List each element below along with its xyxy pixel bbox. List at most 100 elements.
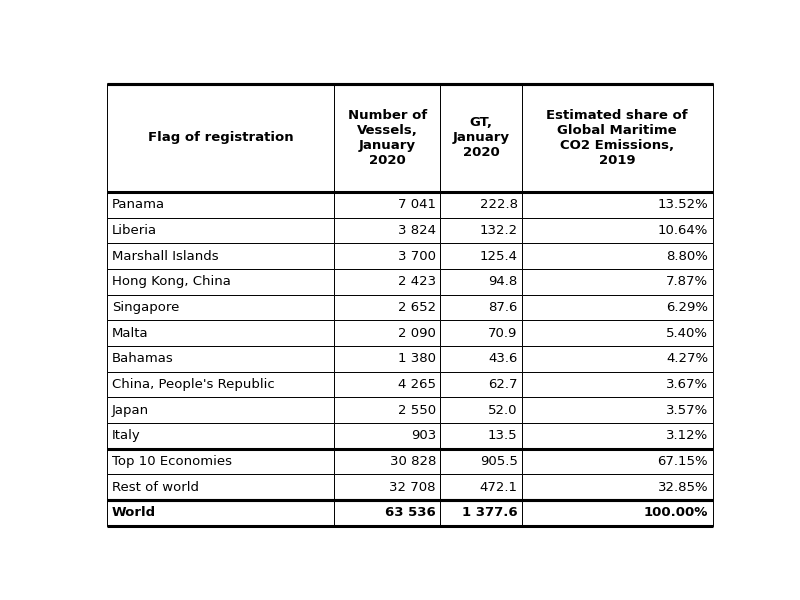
Bar [440,449,522,475]
Bar [522,449,713,475]
Bar [334,500,440,526]
Text: 32 708: 32 708 [390,481,436,494]
Bar [334,243,440,269]
Bar [522,295,713,320]
Bar [440,320,522,346]
Text: GT,
January
2020: GT, January 2020 [453,116,510,159]
Bar [440,475,522,500]
Bar [522,346,713,371]
Text: 6.29%: 6.29% [666,301,708,314]
Bar [107,371,334,397]
Bar [334,295,440,320]
Bar [522,397,713,423]
Text: 7 041: 7 041 [398,198,436,211]
Bar [440,423,522,449]
Text: 5.40%: 5.40% [666,326,708,340]
Bar [334,371,440,397]
Bar [522,371,713,397]
Bar [107,423,334,449]
Text: 2 090: 2 090 [398,326,436,340]
Bar [440,397,522,423]
Text: China, People's Republic: China, People's Republic [112,378,274,391]
Text: Bahamas: Bahamas [112,352,174,365]
Bar [334,397,440,423]
Text: 62.7: 62.7 [488,378,518,391]
Bar [522,218,713,243]
Text: Japan: Japan [112,404,149,416]
Text: 52.0: 52.0 [488,404,518,416]
Bar [440,500,522,526]
Bar [440,83,522,192]
Text: 70.9: 70.9 [488,326,518,340]
Text: 3 700: 3 700 [398,250,436,263]
Bar [440,192,522,218]
Bar [440,295,522,320]
Bar [522,192,713,218]
Bar [440,346,522,371]
Text: Flag of registration: Flag of registration [148,131,294,144]
Bar [107,218,334,243]
Bar [334,269,440,295]
Text: 222.8: 222.8 [480,198,518,211]
Text: Malta: Malta [112,326,149,340]
Text: 8.80%: 8.80% [666,250,708,263]
Bar [440,218,522,243]
Bar [107,320,334,346]
Bar [334,320,440,346]
Bar [107,475,334,500]
Text: 13.52%: 13.52% [658,198,708,211]
Text: 3.12%: 3.12% [666,430,708,442]
Text: Estimated share of
Global Maritime
CO2 Emissions,
2019: Estimated share of Global Maritime CO2 E… [546,109,688,167]
Text: Panama: Panama [112,198,165,211]
Bar [107,397,334,423]
Text: 1 377.6: 1 377.6 [462,506,518,520]
Text: 2 423: 2 423 [398,275,436,288]
Text: World: World [112,506,156,520]
Bar [522,423,713,449]
Text: 43.6: 43.6 [488,352,518,365]
Text: 472.1: 472.1 [480,481,518,494]
Text: 94.8: 94.8 [488,275,518,288]
Bar [334,192,440,218]
Bar [522,243,713,269]
Text: 2 652: 2 652 [398,301,436,314]
Text: 4.27%: 4.27% [666,352,708,365]
Text: 13.5: 13.5 [488,430,518,442]
Text: 10.64%: 10.64% [658,224,708,237]
Bar [522,500,713,526]
Bar [522,269,713,295]
Text: 905.5: 905.5 [480,455,518,468]
Text: Italy: Italy [112,430,141,442]
Bar [522,475,713,500]
Bar [522,320,713,346]
Bar [522,83,713,192]
Bar [334,475,440,500]
Text: 125.4: 125.4 [480,250,518,263]
Text: 87.6: 87.6 [488,301,518,314]
Text: 1 380: 1 380 [398,352,436,365]
Bar [334,449,440,475]
Bar [334,218,440,243]
Text: 32.85%: 32.85% [658,481,708,494]
Text: Hong Kong, China: Hong Kong, China [112,275,230,288]
Bar [440,243,522,269]
Text: 3.67%: 3.67% [666,378,708,391]
Bar [107,295,334,320]
Text: 67.15%: 67.15% [658,455,708,468]
Text: Number of
Vessels,
January
2020: Number of Vessels, January 2020 [348,109,427,167]
Text: Liberia: Liberia [112,224,157,237]
Bar [107,269,334,295]
Text: 63 536: 63 536 [385,506,436,520]
Text: Singapore: Singapore [112,301,179,314]
Text: 100.00%: 100.00% [644,506,708,520]
Bar [107,243,334,269]
Bar [440,371,522,397]
Text: 3.57%: 3.57% [666,404,708,416]
Bar [107,449,334,475]
Text: Marshall Islands: Marshall Islands [112,250,218,263]
Bar [334,346,440,371]
Bar [334,423,440,449]
Bar [107,500,334,526]
Text: Top 10 Economies: Top 10 Economies [112,455,232,468]
Text: 30 828: 30 828 [390,455,436,468]
